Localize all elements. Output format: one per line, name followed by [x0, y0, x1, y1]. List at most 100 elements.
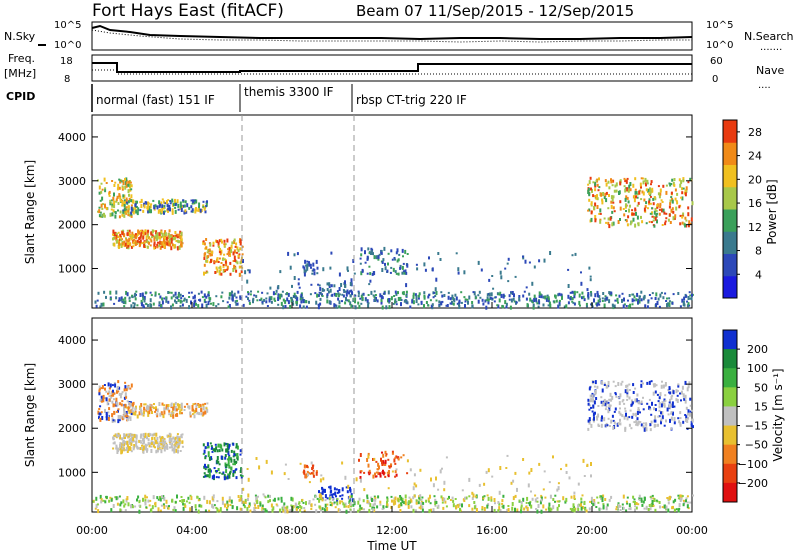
echo-cell	[656, 393, 659, 396]
echo-cell	[524, 259, 527, 264]
echo-cell	[651, 494, 654, 497]
echo-cell	[663, 504, 666, 509]
echo-cell	[379, 472, 382, 476]
echo-cell	[187, 496, 190, 500]
echo-cell	[326, 503, 329, 506]
echo-cell	[360, 470, 363, 473]
echo-cell	[374, 294, 377, 296]
echo-cell	[459, 507, 461, 512]
echo-cell	[232, 470, 235, 473]
echo-cell	[226, 301, 229, 304]
echo-cell	[179, 500, 182, 502]
echo-cell	[361, 296, 364, 301]
echo-cell	[387, 262, 389, 266]
colorbar-segment	[723, 425, 737, 446]
echo-cell	[666, 497, 669, 499]
echo-cell	[526, 507, 529, 511]
echo-cell	[502, 494, 505, 498]
echo-cell	[239, 295, 242, 299]
echo-cell	[612, 206, 615, 210]
echo-cell	[639, 182, 642, 187]
echo-cell	[573, 491, 576, 495]
echo-cell	[235, 302, 238, 306]
echo-cell	[510, 291, 512, 294]
echo-cell	[178, 240, 180, 244]
echo-cell	[480, 268, 483, 272]
echo-cell	[158, 235, 161, 239]
echo-cell	[146, 233, 149, 238]
echo-cell	[518, 295, 521, 298]
echo-cell	[103, 290, 106, 294]
colorbar-tick-label: −100	[738, 458, 768, 471]
echo-cell	[276, 504, 279, 507]
freq-label-2: [MHz]	[4, 67, 36, 80]
echo-cell	[319, 291, 322, 295]
colorbar-tick-label: 4	[755, 268, 762, 281]
echo-cell	[368, 252, 371, 255]
echo-cell	[605, 198, 608, 203]
echo-cell	[270, 470, 273, 475]
echo-cell	[649, 195, 652, 198]
echo-cell	[127, 214, 130, 217]
echo-cell	[228, 496, 231, 501]
echo-cell	[233, 458, 236, 463]
echo-cell	[138, 237, 141, 240]
echo-cell	[165, 200, 168, 205]
echo-cell	[134, 206, 137, 211]
echo-cell	[679, 496, 681, 501]
echo-cell	[309, 293, 312, 296]
echo-cell	[128, 438, 131, 443]
echo-cell	[159, 497, 162, 502]
echo-cell	[671, 506, 674, 510]
echo-cell	[333, 284, 336, 288]
echo-cell	[203, 242, 206, 246]
echo-cell	[363, 508, 365, 511]
echo-cell	[683, 397, 686, 401]
echo-cell	[623, 177, 626, 180]
echo-cell	[163, 505, 166, 509]
echo-cell	[649, 507, 652, 511]
echo-cell	[123, 201, 126, 204]
echo-cell	[658, 401, 661, 405]
echo-cell	[242, 500, 245, 504]
echo-cell	[138, 504, 141, 507]
echo-cell	[679, 494, 682, 498]
colorbar-frame	[722, 119, 738, 299]
echo-cell	[95, 504, 98, 509]
echo-cell	[236, 261, 239, 265]
echo-cell	[571, 507, 574, 512]
echo-cell	[178, 436, 181, 439]
echo-cell	[600, 497, 602, 500]
echo-cell	[369, 272, 372, 276]
echo-cell	[471, 491, 474, 495]
echo-cell	[300, 300, 303, 304]
echo-cell	[212, 302, 215, 307]
echo-cell	[689, 501, 692, 504]
echo-cell	[399, 296, 402, 301]
echo-cell	[681, 495, 684, 498]
echo-cell	[331, 293, 334, 297]
echo-cell	[310, 461, 313, 465]
echo-cell	[269, 499, 271, 503]
echo-cell	[236, 445, 239, 450]
nsearch-trace	[91, 29, 692, 43]
echo-cell	[117, 433, 120, 438]
echo-cell	[512, 479, 515, 483]
echo-cell	[625, 500, 628, 503]
echo-cell	[204, 272, 207, 274]
echo-cell	[139, 439, 142, 442]
echo-cell	[315, 259, 318, 264]
echo-cell	[306, 265, 309, 269]
echo-cell	[443, 480, 446, 485]
echo-cell	[298, 286, 301, 289]
echo-cell	[528, 261, 531, 264]
echo-cell	[321, 295, 324, 297]
echo-cell	[672, 181, 675, 186]
echo-cell	[669, 202, 672, 206]
echo-cell	[336, 498, 339, 503]
echo-cell	[368, 469, 371, 473]
echo-cell	[153, 246, 156, 250]
echo-cell	[661, 411, 664, 415]
echo-cell	[127, 183, 130, 187]
echo-cell	[522, 294, 525, 298]
